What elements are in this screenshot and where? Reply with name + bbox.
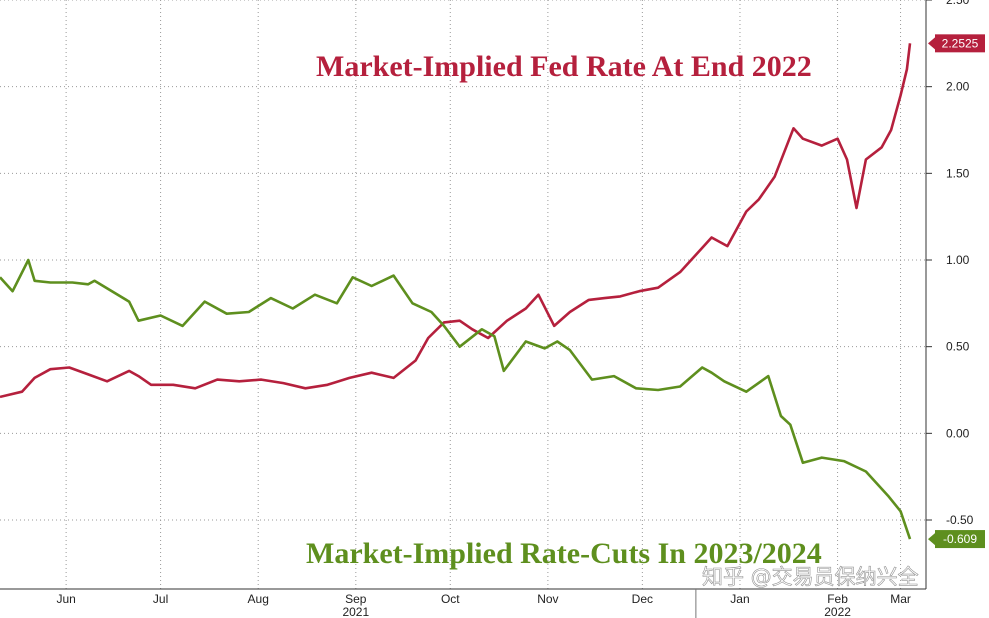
last-value-pointer: [928, 37, 935, 50]
series-line-rate-cuts: [0, 258, 912, 540]
x-tick-label: Mar: [890, 592, 911, 606]
y-tick-label: 0.00: [946, 426, 970, 440]
x-tick-label: Jul: [153, 592, 168, 606]
last-value-badges: 2.2525 -0.609: [928, 34, 985, 549]
x-tick-label: Sep: [345, 592, 367, 606]
series-labels: Market-Implied Fed Rate At End 2022 Mark…: [306, 50, 822, 570]
last-value-label: 2.2525: [942, 36, 979, 50]
last-value-badge: [935, 34, 985, 53]
y-tick-label: -0.50: [946, 513, 974, 527]
x-year-label: 2022: [824, 605, 851, 618]
x-ticks: Jun Jul Aug Sep Oct Nov Dec Jan Feb Mar 2021 2022: [56, 589, 911, 618]
last-value-pointer: [928, 533, 935, 546]
x-tick-label: Oct: [441, 592, 460, 606]
x-tick-label: Feb: [827, 592, 848, 606]
x-year-label: 2021: [342, 605, 369, 618]
y-tick-label: 2.50: [946, 0, 970, 7]
last-value-label: -0.609: [943, 532, 977, 546]
series-title-fed-rate: Market-Implied Fed Rate At End 2022: [316, 50, 812, 83]
y-ticks: 2.50 2.00 1.50 1.00 0.50 0.00 -0.50: [926, 0, 974, 527]
x-tick-label: Aug: [248, 592, 269, 606]
y-tick-label: 2.00: [946, 80, 970, 94]
watermark: 知乎 @交易员保纳兴全: [702, 565, 919, 589]
y-tick-label: 1.50: [946, 166, 970, 180]
series-line-fed-rate: [0, 43, 912, 399]
x-tick-label: Dec: [632, 592, 653, 606]
axes: [0, 0, 927, 590]
x-tick-label: Jan: [730, 592, 749, 606]
x-tick-label: Nov: [537, 592, 558, 606]
y-tick-label: 1.00: [946, 253, 970, 267]
last-value-badge: [935, 530, 985, 549]
x-tick-label: Jun: [56, 592, 75, 606]
series-title-rate-cuts: Market-Implied Rate-Cuts In 2023/2024: [306, 537, 822, 570]
y-tick-label: 0.50: [946, 340, 970, 354]
series-group: [0, 43, 912, 540]
